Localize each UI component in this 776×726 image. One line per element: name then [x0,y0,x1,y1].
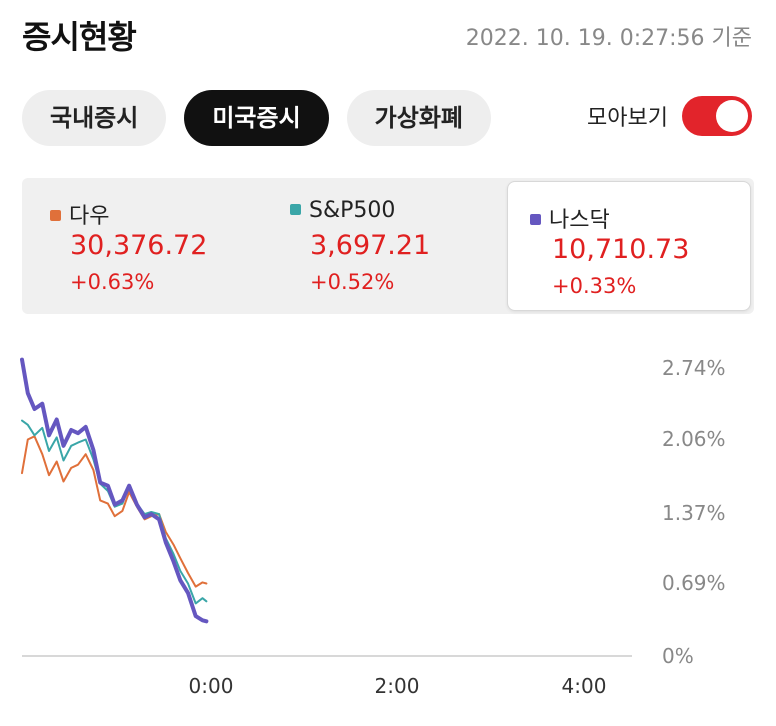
tab-crypto[interactable]: 가상화폐 [346,90,491,146]
sp500-series-color-icon [290,203,301,215]
index-change: +0.63% [70,270,155,294]
y-tick-label: 2.06% [662,427,726,451]
y-tick-label: 0% [662,644,694,668]
index-value: 30,376.72 [70,230,208,261]
nasdaq-series-line [20,357,209,624]
index-name: 다우 [69,204,110,229]
y-tick-label: 1.37% [662,501,726,525]
index-value: 3,697.21 [310,230,431,261]
view-all-toggle[interactable] [682,96,752,136]
toggle-knob [716,100,748,132]
dow-series-color-icon [50,209,61,221]
index-card-sp500[interactable]: S&P500 3,697.21 +0.52% [290,178,510,314]
index-card-dow[interactable]: 다우 30,376.72 +0.63% [50,178,270,314]
index-card-nasdaq[interactable]: 나스닥 10,710.73 +0.33% [507,181,751,311]
tab-domestic-stocks[interactable]: 국내증시 [22,90,167,146]
index-name: S&P500 [309,198,396,223]
index-panel: 다우 30,376.72 +0.63% S&P500 3,697.21 +0.5… [22,178,754,314]
sp500-series-line [21,419,208,605]
view-all-label: 모아보기 [587,106,668,131]
page-title: 증시현황 [22,18,137,56]
x-tick-label: 4:00 [562,674,607,698]
market-tabs: 국내증시 미국증시 가상화폐 [22,90,491,146]
timestamp: 2022. 10. 19. 0:27:56 기준 [465,26,752,51]
index-change: +0.33% [552,274,637,298]
index-name: 나스닥 [549,208,610,233]
y-tick-label: 0.69% [662,571,726,595]
y-tick-label: 2.74% [662,356,726,380]
y-tick-labels: 2.74% 2.06% 1.37% 0.69% 0% [662,356,726,668]
index-chart: 2.74% 2.06% 1.37% 0.69% 0% 0:00 2:00 4:0… [20,356,726,698]
x-tick-label: 0:00 [189,674,234,698]
tab-us-stocks[interactable]: 미국증시 [184,90,329,146]
x-tick-label: 2:00 [375,674,420,698]
x-tick-labels: 0:00 2:00 4:00 [189,674,607,698]
dow-series-line [21,435,208,588]
series-layer [20,357,209,624]
nasdaq-series-color-icon [530,213,541,225]
index-change: +0.52% [310,270,395,294]
index-value: 10,710.73 [552,234,690,265]
view-all-toggle-group: 모아보기 [587,96,752,136]
